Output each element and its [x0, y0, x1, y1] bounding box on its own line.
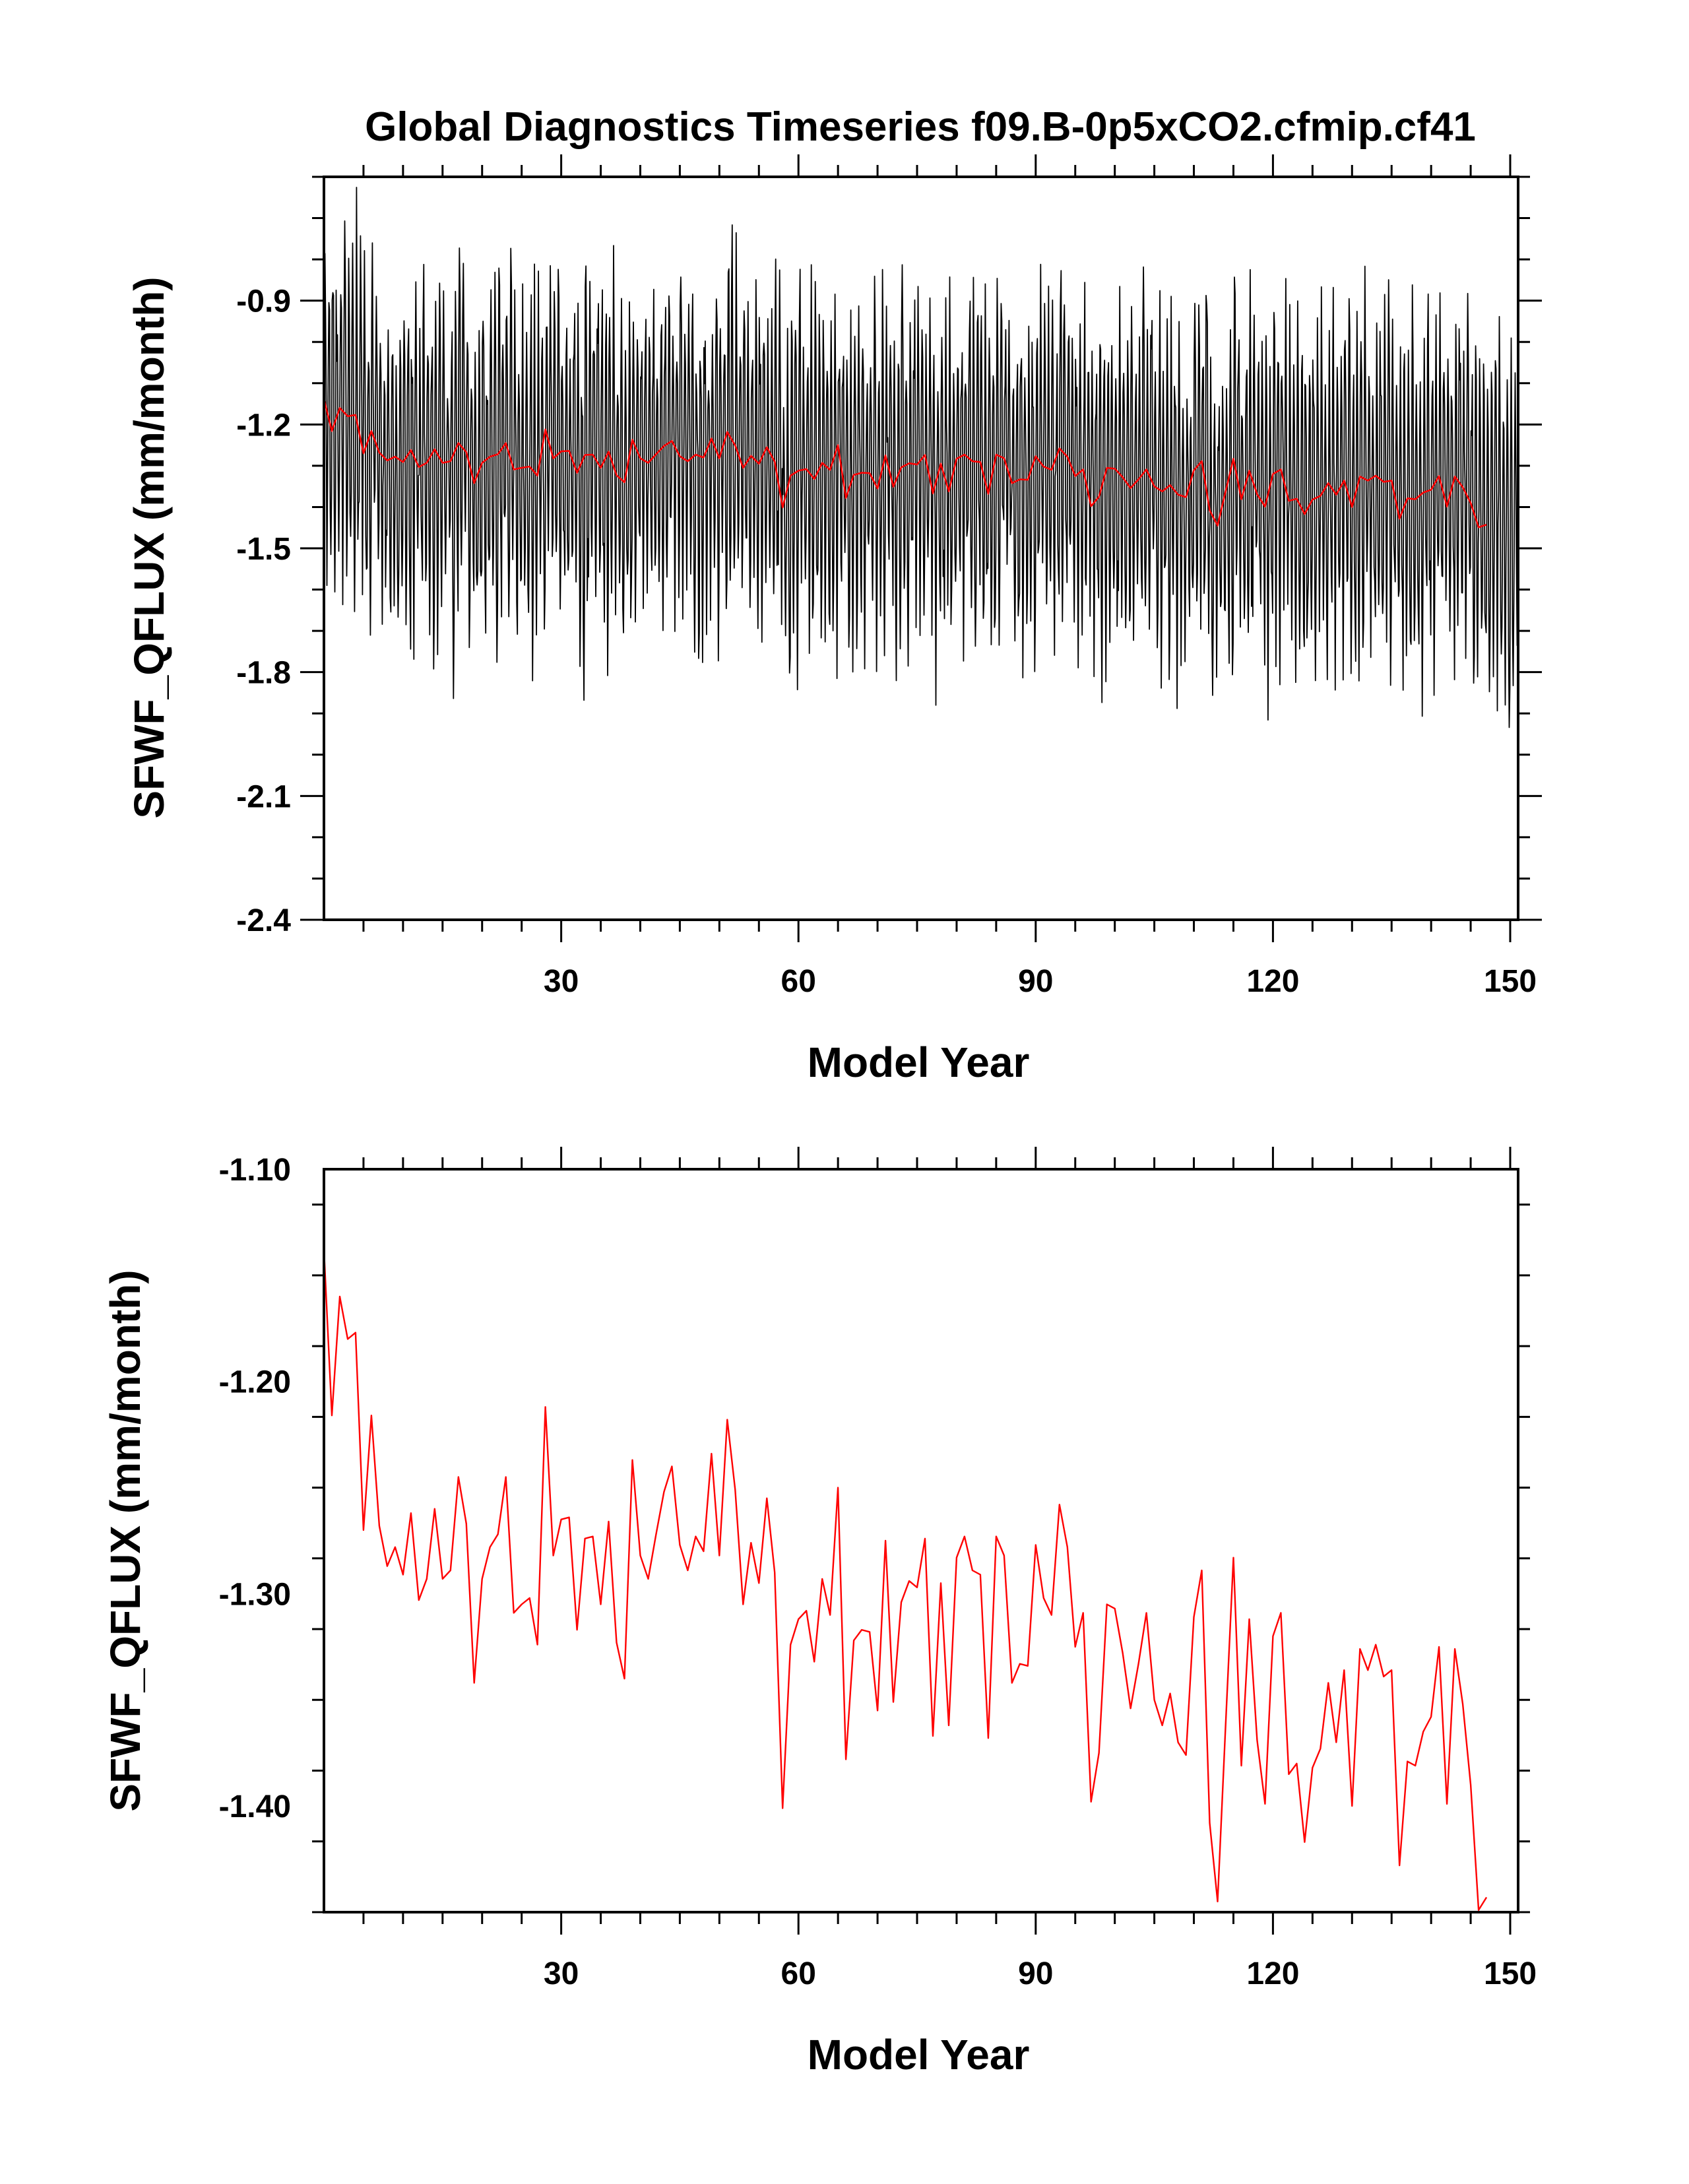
bottom-y-tick-label: -1.30: [219, 1577, 291, 1612]
top-x-tick-label: 30: [544, 964, 579, 999]
top-y-tick-label: -1.2: [236, 408, 291, 443]
bottom-panel-plot-frame: [323, 1168, 1519, 1913]
top-x-tick-label: 90: [1018, 964, 1053, 999]
top-y-tick-label: -2.4: [236, 903, 291, 938]
bottom-y-axis-label: SFWF_QFLUX (mm/month): [102, 1269, 149, 1811]
top-y-tick-label: -0.9: [236, 284, 291, 319]
top-y-tick-label: -1.8: [236, 656, 291, 691]
bottom-x-axis-label: Model Year: [808, 2031, 1030, 2078]
bottom-panel-ticks: 30 60 90 120 150 -1.10 -1.20 -1.30 -1.40: [219, 1147, 1537, 1991]
bottom-x-tick-label: 60: [781, 1956, 816, 1991]
top-series-annual-mean: [323, 399, 1487, 529]
bottom-x-tick-label: 30: [544, 1956, 579, 1991]
top-y-tick-label: -2.1: [236, 779, 291, 814]
bottom-x-tick-label: 120: [1246, 1956, 1299, 1991]
top-y-tick-label: -1.5: [236, 532, 291, 567]
top-y-axis-label: SFWF_QFLUX (mm/month): [125, 276, 173, 818]
top-x-tick-label: 120: [1246, 964, 1299, 999]
top-panel-ticks: 30 60 90 120 150 -0.9 -1.2 -1.5 -1.8 -2.1 -2.4: [236, 154, 1542, 999]
top-panel-series: [323, 187, 1519, 728]
top-x-axis-label: Model Year: [808, 1039, 1030, 1086]
top-x-tick-label: 150: [1484, 964, 1537, 999]
bottom-panel: 30 60 90 120 150 -1.10 -1.20 -1.30 -1.40 Model Y…: [102, 1147, 1537, 2078]
bottom-series-annual-mean: [323, 1250, 1488, 1911]
bottom-y-tick-label: -1.20: [219, 1365, 291, 1400]
top-x-tick-label: 60: [781, 964, 816, 999]
bottom-x-tick-label: 150: [1484, 1956, 1537, 1991]
top-panel: Global Diagnostics Timeseries f09.B-0p5x…: [125, 104, 1542, 1086]
bottom-y-tick-label: -1.40: [219, 1789, 291, 1824]
bottom-x-tick-label: 90: [1018, 1956, 1053, 1991]
bottom-y-tick-label: -1.10: [219, 1153, 291, 1188]
chart-title: Global Diagnostics Timeseries f09.B-0p5x…: [365, 104, 1476, 150]
bottom-panel-series: [323, 1250, 1488, 1911]
